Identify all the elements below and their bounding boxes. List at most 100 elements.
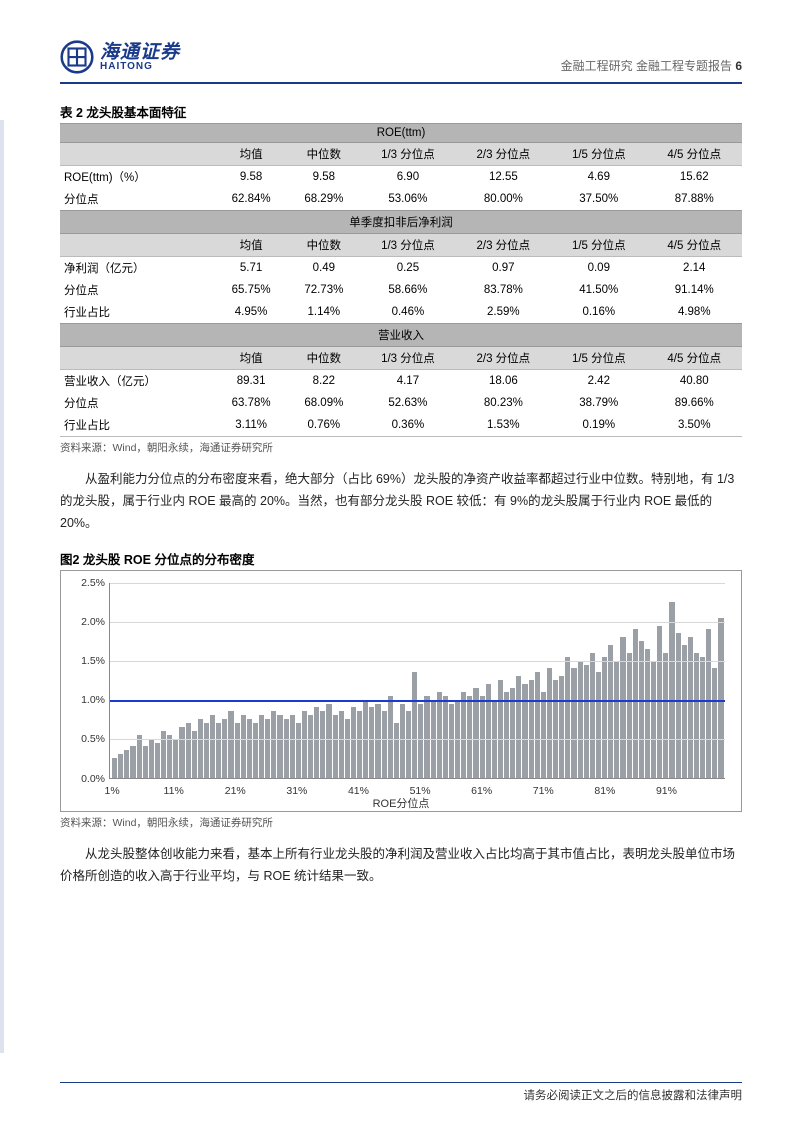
chart-bar bbox=[247, 719, 252, 778]
chart-bar bbox=[167, 735, 172, 778]
chart-bar bbox=[137, 735, 142, 778]
table-col-header: 4/5 分位点 bbox=[647, 347, 743, 370]
table-row-label: 行业占比 bbox=[60, 414, 215, 437]
table-cell: 0.25 bbox=[360, 257, 455, 280]
chart-bar bbox=[357, 711, 362, 777]
chart-bar bbox=[529, 680, 534, 778]
chart-bar bbox=[308, 715, 313, 777]
chart-bar bbox=[614, 661, 619, 778]
chart-container: ROE分位点 0.0%0.5%1.0%1.5%2.0%2.5%1%11%21%3… bbox=[60, 570, 742, 812]
table-cell: 6.90 bbox=[360, 166, 455, 189]
chart-bar bbox=[314, 707, 319, 777]
chart-bar bbox=[210, 715, 215, 777]
chart-bar bbox=[578, 661, 583, 778]
chart-xtick: 31% bbox=[286, 785, 307, 797]
table-cell: 83.78% bbox=[456, 279, 551, 301]
table-section-band: 单季度扣非后净利润 bbox=[60, 211, 742, 234]
chart-bar bbox=[216, 723, 221, 778]
chart-bar bbox=[535, 672, 540, 777]
chart-xtick: 81% bbox=[594, 785, 615, 797]
table-cell: 18.06 bbox=[456, 370, 551, 393]
table-col-header: 4/5 分位点 bbox=[647, 143, 743, 166]
chart-bar bbox=[663, 653, 668, 778]
chart-bar bbox=[553, 680, 558, 778]
chart-bar bbox=[235, 723, 240, 778]
chart-bar bbox=[375, 704, 380, 778]
table-col-header: 均值 bbox=[215, 347, 288, 370]
chart-bar bbox=[290, 715, 295, 777]
logo-en: HAITONG bbox=[100, 62, 180, 72]
chart-bar bbox=[443, 696, 448, 778]
table-col-header: 1/5 分位点 bbox=[551, 234, 646, 257]
chart-bar bbox=[627, 653, 632, 778]
chart-bar bbox=[284, 719, 289, 778]
paragraph-2: 从龙头股整体创收能力来看，基本上所有行业龙头股的净利润及营业收入占比均高于其市值… bbox=[60, 844, 742, 888]
table-cell: 0.46% bbox=[360, 301, 455, 324]
table-col-header: 1/5 分位点 bbox=[551, 347, 646, 370]
paragraph-1: 从盈利能力分位点的分布密度来看，绝大部分（占比 69%）龙头股的净资产收益率都超… bbox=[60, 469, 742, 535]
chart-bar bbox=[712, 668, 717, 777]
chart-reference-line bbox=[110, 700, 725, 702]
table-cell: 65.75% bbox=[215, 279, 288, 301]
chart-bar bbox=[504, 692, 509, 778]
chart-bar bbox=[584, 665, 589, 778]
chart-bar bbox=[130, 746, 135, 777]
chart-bar bbox=[467, 696, 472, 778]
figure-source: 资料来源：Wind，朝阳永续，海通证券研究所 bbox=[60, 815, 742, 830]
table-row-label: 行业占比 bbox=[60, 301, 215, 324]
table-row-label: 分位点 bbox=[60, 392, 215, 414]
table-row-label: 净利润（亿元） bbox=[60, 257, 215, 280]
table-cell: 1.53% bbox=[456, 414, 551, 437]
chart-bar bbox=[394, 723, 399, 778]
table-cell: 37.50% bbox=[551, 188, 646, 211]
table-cell: 2.14 bbox=[647, 257, 743, 280]
table-cell: 0.97 bbox=[456, 257, 551, 280]
table-row-label: 分位点 bbox=[60, 279, 215, 301]
chart-bar bbox=[333, 715, 338, 777]
haitong-logo-icon bbox=[60, 40, 94, 74]
table-title: 表 2 龙头股基本面特征 bbox=[60, 102, 742, 121]
fundamentals-table: ROE(ttm)均值中位数1/3 分位点2/3 分位点1/5 分位点4/5 分位… bbox=[60, 123, 742, 437]
table-cell: 4.17 bbox=[360, 370, 455, 393]
roe-distribution-chart: ROE分位点 0.0%0.5%1.0%1.5%2.0%2.5%1%11%21%3… bbox=[69, 579, 733, 809]
table-cell: 1.14% bbox=[287, 301, 360, 324]
footer-rule bbox=[60, 1082, 742, 1083]
chart-bar bbox=[694, 653, 699, 778]
table-cell: 2.42 bbox=[551, 370, 646, 393]
chart-bar bbox=[339, 711, 344, 777]
chart-bar bbox=[498, 680, 503, 778]
chart-bar bbox=[265, 719, 270, 778]
chart-bar bbox=[179, 727, 184, 778]
table-cell: 40.80 bbox=[647, 370, 743, 393]
table-col-header bbox=[60, 143, 215, 166]
chart-bar bbox=[382, 711, 387, 777]
table-cell: 3.50% bbox=[647, 414, 743, 437]
chart-bar bbox=[296, 723, 301, 778]
breadcrumb: 金融工程研究 金融工程专题报告 bbox=[561, 59, 732, 73]
chart-xtick: 1% bbox=[104, 785, 119, 797]
chart-bar bbox=[706, 629, 711, 777]
chart-bar bbox=[277, 715, 282, 777]
chart-gridline bbox=[110, 583, 725, 584]
page-header: 海通证券 HAITONG 金融工程研究 金融工程专题报告 6 bbox=[60, 40, 742, 74]
table-cell: 5.71 bbox=[215, 257, 288, 280]
chart-xtick: 41% bbox=[348, 785, 369, 797]
chart-bar bbox=[155, 743, 160, 778]
table-col-header: 2/3 分位点 bbox=[456, 234, 551, 257]
table-col-header: 1/5 分位点 bbox=[551, 143, 646, 166]
chart-bar bbox=[522, 684, 527, 778]
table-cell: 4.95% bbox=[215, 301, 288, 324]
table-col-header: 均值 bbox=[215, 143, 288, 166]
table-cell: 12.55 bbox=[456, 166, 551, 189]
chart-bar bbox=[608, 645, 613, 778]
chart-xtick: 71% bbox=[533, 785, 554, 797]
chart-xlabel: ROE分位点 bbox=[373, 795, 430, 811]
chart-bar bbox=[351, 707, 356, 777]
side-stripe bbox=[0, 120, 4, 1053]
chart-bar bbox=[480, 696, 485, 778]
table-cell: 80.23% bbox=[456, 392, 551, 414]
table-col-header bbox=[60, 234, 215, 257]
table-col-header: 均值 bbox=[215, 234, 288, 257]
logo-cn: 海通证券 bbox=[100, 43, 180, 62]
chart-bar bbox=[388, 696, 393, 778]
